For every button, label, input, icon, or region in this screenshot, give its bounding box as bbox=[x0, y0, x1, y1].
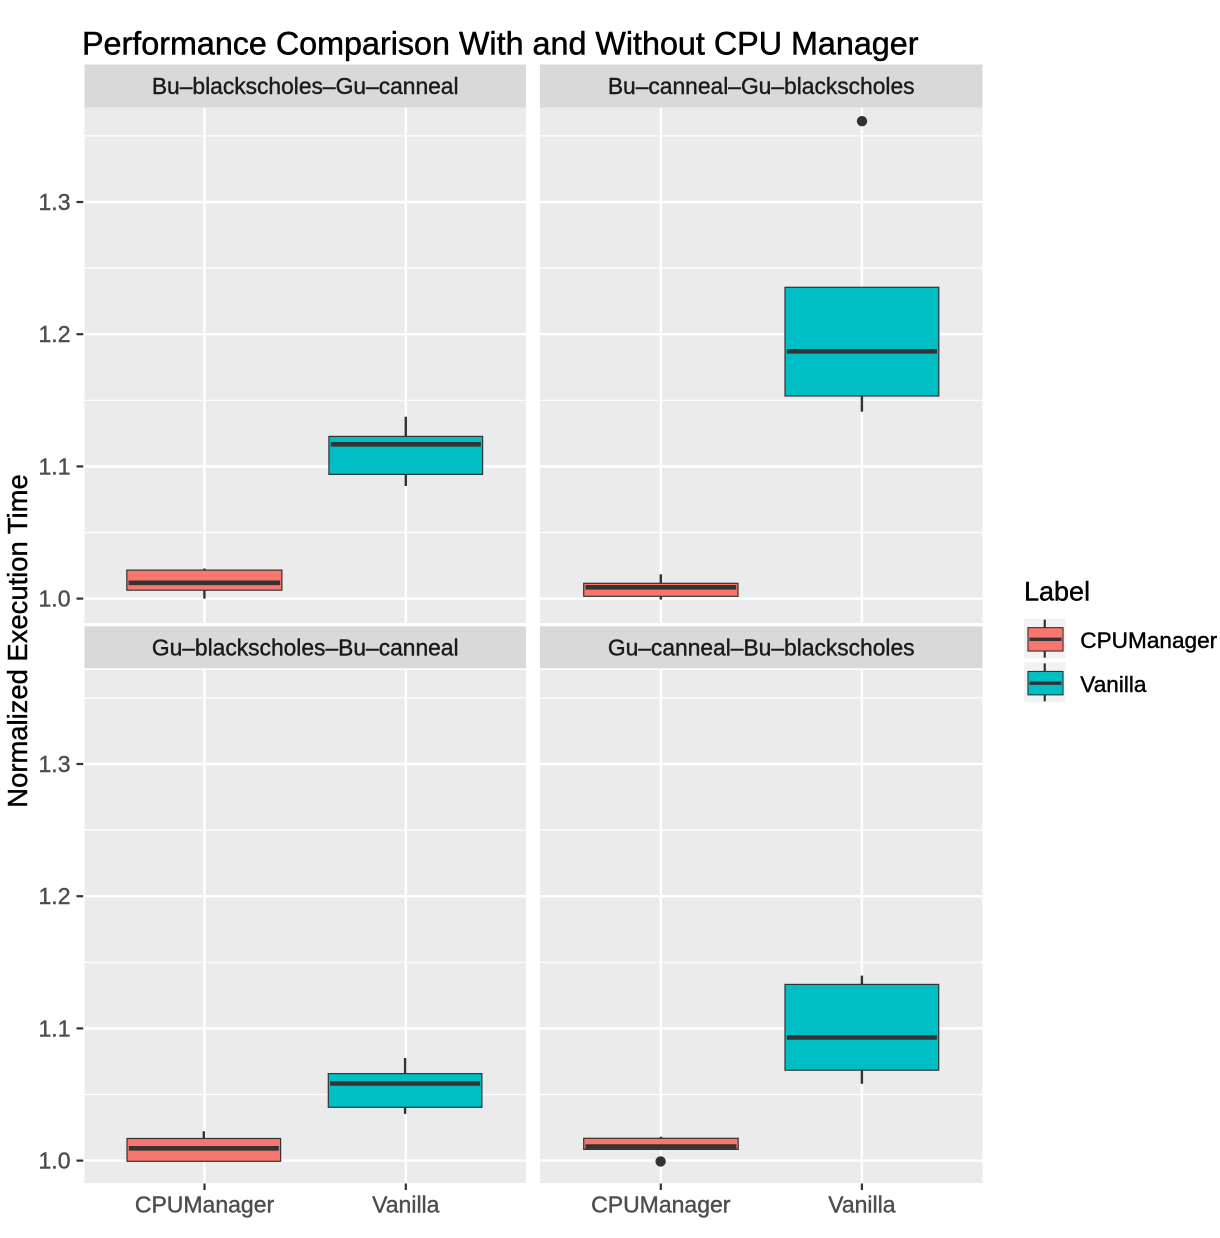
svg-text:1.1: 1.1 bbox=[39, 453, 71, 479]
svg-text:Gu–canneal–Bu–blackscholes: Gu–canneal–Bu–blackscholes bbox=[608, 634, 915, 660]
svg-text:Normalized Execution Time: Normalized Execution Time bbox=[2, 474, 33, 807]
svg-text:1.3: 1.3 bbox=[39, 751, 71, 777]
svg-text:CPUManager: CPUManager bbox=[591, 1192, 731, 1218]
svg-text:Vanilla: Vanilla bbox=[372, 1192, 440, 1218]
svg-text:Label: Label bbox=[1024, 577, 1090, 607]
svg-text:1.1: 1.1 bbox=[39, 1015, 71, 1041]
svg-text:1.0: 1.0 bbox=[39, 586, 71, 612]
svg-text:Performance Comparison With an: Performance Comparison With and Without … bbox=[82, 26, 919, 62]
svg-text:Bu–blackscholes–Gu–canneal: Bu–blackscholes–Gu–canneal bbox=[152, 73, 459, 99]
svg-text:Vanilla: Vanilla bbox=[1080, 672, 1147, 697]
svg-text:Gu–blackscholes–Bu–canneal: Gu–blackscholes–Bu–canneal bbox=[152, 634, 459, 660]
svg-text:1.0: 1.0 bbox=[39, 1148, 71, 1174]
svg-text:Bu–canneal–Gu–blackscholes: Bu–canneal–Gu–blackscholes bbox=[608, 73, 915, 99]
svg-text:1.2: 1.2 bbox=[39, 883, 71, 909]
svg-text:1.2: 1.2 bbox=[39, 321, 71, 347]
svg-text:Vanilla: Vanilla bbox=[828, 1192, 896, 1218]
svg-text:CPUManager: CPUManager bbox=[1080, 628, 1217, 653]
svg-text:1.3: 1.3 bbox=[39, 189, 71, 215]
svg-text:CPUManager: CPUManager bbox=[135, 1192, 275, 1218]
